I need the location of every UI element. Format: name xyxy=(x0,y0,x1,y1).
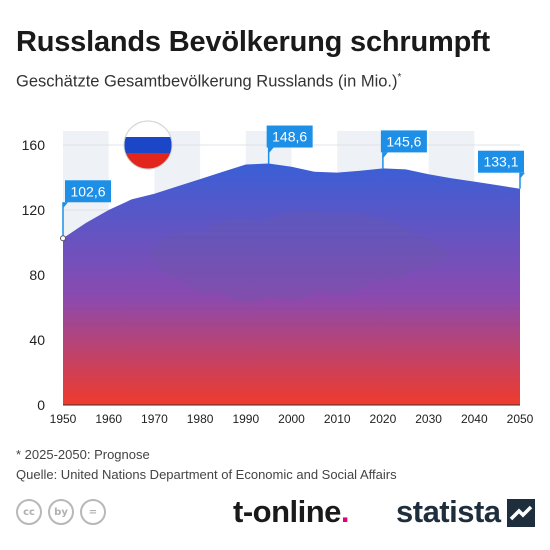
x-tick-label: 2040 xyxy=(461,412,488,426)
x-tick-label: 2010 xyxy=(324,412,351,426)
population-area xyxy=(63,163,520,405)
data-label-1995: 148,6 xyxy=(266,125,313,164)
chart-subtitle: Geschätzte Gesamtbevölkerung Russlands (… xyxy=(16,72,401,92)
x-tick-label: 2030 xyxy=(415,412,442,426)
y-tick-label: 160 xyxy=(22,137,46,153)
license-icons: cc by = xyxy=(16,499,106,525)
data-label-2050: 133,1 xyxy=(478,150,525,189)
data-label-1950: 102,6 xyxy=(60,180,111,242)
statista-logo[interactable]: statista xyxy=(396,494,501,529)
start-point-marker xyxy=(60,235,66,242)
t-online-logo-dot: . xyxy=(340,494,350,529)
footnote: * 2025-2050: Prognose xyxy=(16,447,150,462)
subtitle-footnote-mark: * xyxy=(397,72,402,83)
cc-icon[interactable]: cc xyxy=(16,499,42,525)
data-label-2020: 145,6 xyxy=(380,130,427,169)
x-tick-label: 1980 xyxy=(187,412,214,426)
y-tick-label: 0 xyxy=(37,397,45,413)
x-tick-label: 1960 xyxy=(95,412,122,426)
x-tick-label: 2020 xyxy=(370,412,397,426)
attribution-icon[interactable]: by xyxy=(48,499,74,525)
statista-logo-icon xyxy=(507,499,535,527)
russia-map-silhouette xyxy=(150,210,452,303)
t-online-logo[interactable]: t-online. xyxy=(233,494,350,530)
x-tick-label: 1990 xyxy=(232,412,259,426)
y-tick-label: 80 xyxy=(29,267,45,283)
x-tick-label: 1970 xyxy=(141,412,168,426)
data-label-text: 102,6 xyxy=(70,183,105,199)
source-note: Quelle: United Nations Department of Eco… xyxy=(16,467,397,482)
data-label-text: 148,6 xyxy=(272,129,307,145)
x-tick-label: 2000 xyxy=(278,412,305,426)
area-chart: 0 40 80 120 160 1950 1960 1970 1980 1990 2000 2010 2… xyxy=(22,120,534,426)
x-tick-label: 2050 xyxy=(507,412,534,426)
no-derivatives-icon[interactable]: = xyxy=(80,499,106,525)
subtitle-text: Geschätzte Gesamtbevölkerung Russlands (… xyxy=(16,72,398,91)
t-online-logo-text: t-online xyxy=(233,494,341,529)
y-tick-label: 40 xyxy=(29,332,45,348)
data-label-text: 133,1 xyxy=(483,154,518,170)
chart-title: Russlands Bevölkerung schrumpft xyxy=(16,26,491,58)
data-label-text: 145,6 xyxy=(386,133,421,149)
x-tick-label: 1950 xyxy=(50,412,77,426)
y-tick-label: 120 xyxy=(22,202,46,218)
russia-flag-icon xyxy=(124,121,172,169)
